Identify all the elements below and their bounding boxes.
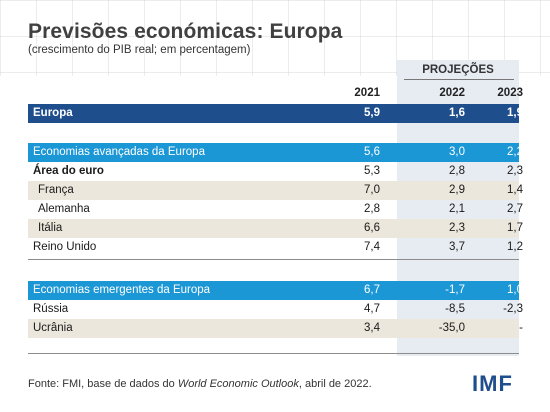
column-header-2022: 2022 (439, 87, 465, 99)
cell-2021: 7,4 (364, 241, 380, 253)
column-header-2021: 2021 (354, 87, 380, 99)
table-row-area-do-euro: Área do euro 5,3 2,8 2,3 (28, 162, 523, 181)
page-subtitle: (crescimento do PIB real; em percentagem… (28, 44, 251, 56)
cell-2022: -1,7 (445, 284, 465, 296)
cell-2022: 2,9 (449, 184, 465, 196)
row-label: Economias avançadas da Europa (33, 146, 205, 158)
table-row-franca: França 7,0 2,9 1,4 (28, 181, 523, 200)
cell-2021: 6,7 (364, 284, 380, 296)
cell-2021: 5,6 (364, 146, 380, 158)
cell-2022: -8,5 (445, 303, 465, 315)
row-label: Reino Unido (33, 241, 97, 253)
cell-2023: 1,7 (507, 222, 523, 234)
cell-2022: 1,6 (449, 107, 465, 119)
source-title: World Economic Outlook (177, 378, 299, 390)
cell-2022: -35,0 (438, 322, 465, 334)
cell-2021: 2,8 (364, 203, 380, 215)
projections-label: PROJEÇÕES (422, 64, 494, 76)
row-label: Itália (38, 222, 63, 234)
table-row-europa: Europa 5,9 1,6 1,9 (28, 104, 523, 123)
table-row-reino-unido: Reino Unido 7,4 3,7 1,2 (28, 238, 523, 257)
page-title: Previsões económicas: Europa (28, 20, 343, 43)
cell-2023: -2,3 (503, 303, 523, 315)
cell-2022: 2,1 (449, 203, 465, 215)
cell-2023: 2,7 (507, 203, 523, 215)
row-label: Alemanha (38, 203, 90, 215)
cell-2021: 6,6 (364, 222, 380, 234)
cell-2022: 2,3 (449, 222, 465, 234)
cell-2023: 1,0 (507, 284, 523, 296)
source-suffix: , abril de 2022. (298, 378, 372, 390)
row-label: França (38, 184, 74, 196)
table-row-russia: Rússia 4,7 -8,5 -2,3 (28, 300, 523, 319)
cell-2022: 3,7 (449, 241, 465, 253)
table-row-alemanha: Alemanha 2,8 2,1 2,7 (28, 200, 523, 219)
cell-2023: 1,9 (507, 107, 523, 119)
table-row-italia: Itália 6,6 2,3 1,7 (28, 219, 523, 238)
imf-logo: IMF (472, 371, 513, 396)
table-row-economias-emergentes: Economias emergentes da Europa 6,7 -1,7 … (28, 281, 523, 300)
row-label: Europa (33, 107, 73, 119)
row-label: Ucrânia (33, 322, 73, 334)
column-header-2023: 2023 (497, 87, 523, 99)
cell-2021: 4,7 (364, 303, 380, 315)
table-row-ucrania: Ucrânia 3,4 -35,0 - (28, 319, 523, 338)
row-label: Rússia (33, 303, 69, 315)
divider (28, 353, 519, 354)
cell-2023: 2,2 (507, 146, 523, 158)
divider (28, 259, 519, 260)
table-row-economias-avancadas: Economias avançadas da Europa 5,6 3,0 2,… (28, 143, 523, 162)
cell-2021: 3,4 (364, 322, 380, 334)
source-prefix: Fonte: FMI, base de dados do (28, 378, 178, 390)
cell-2023: - (519, 322, 523, 334)
cell-2021: 7,0 (364, 184, 380, 196)
cell-2021: 5,9 (364, 107, 380, 119)
cell-2023: 1,4 (507, 184, 523, 196)
row-label: Economias emergentes da Europa (33, 284, 211, 296)
cell-2023: 2,3 (507, 165, 523, 177)
cell-2023: 1,2 (507, 241, 523, 253)
projections-underline (404, 79, 514, 80)
row-label: Área do euro (33, 165, 104, 177)
cell-2022: 2,8 (449, 165, 465, 177)
cell-2021: 5,3 (364, 165, 380, 177)
cell-2022: 3,0 (449, 146, 465, 158)
source-note: Fonte: FMI, base de dados do World Econo… (28, 378, 372, 390)
